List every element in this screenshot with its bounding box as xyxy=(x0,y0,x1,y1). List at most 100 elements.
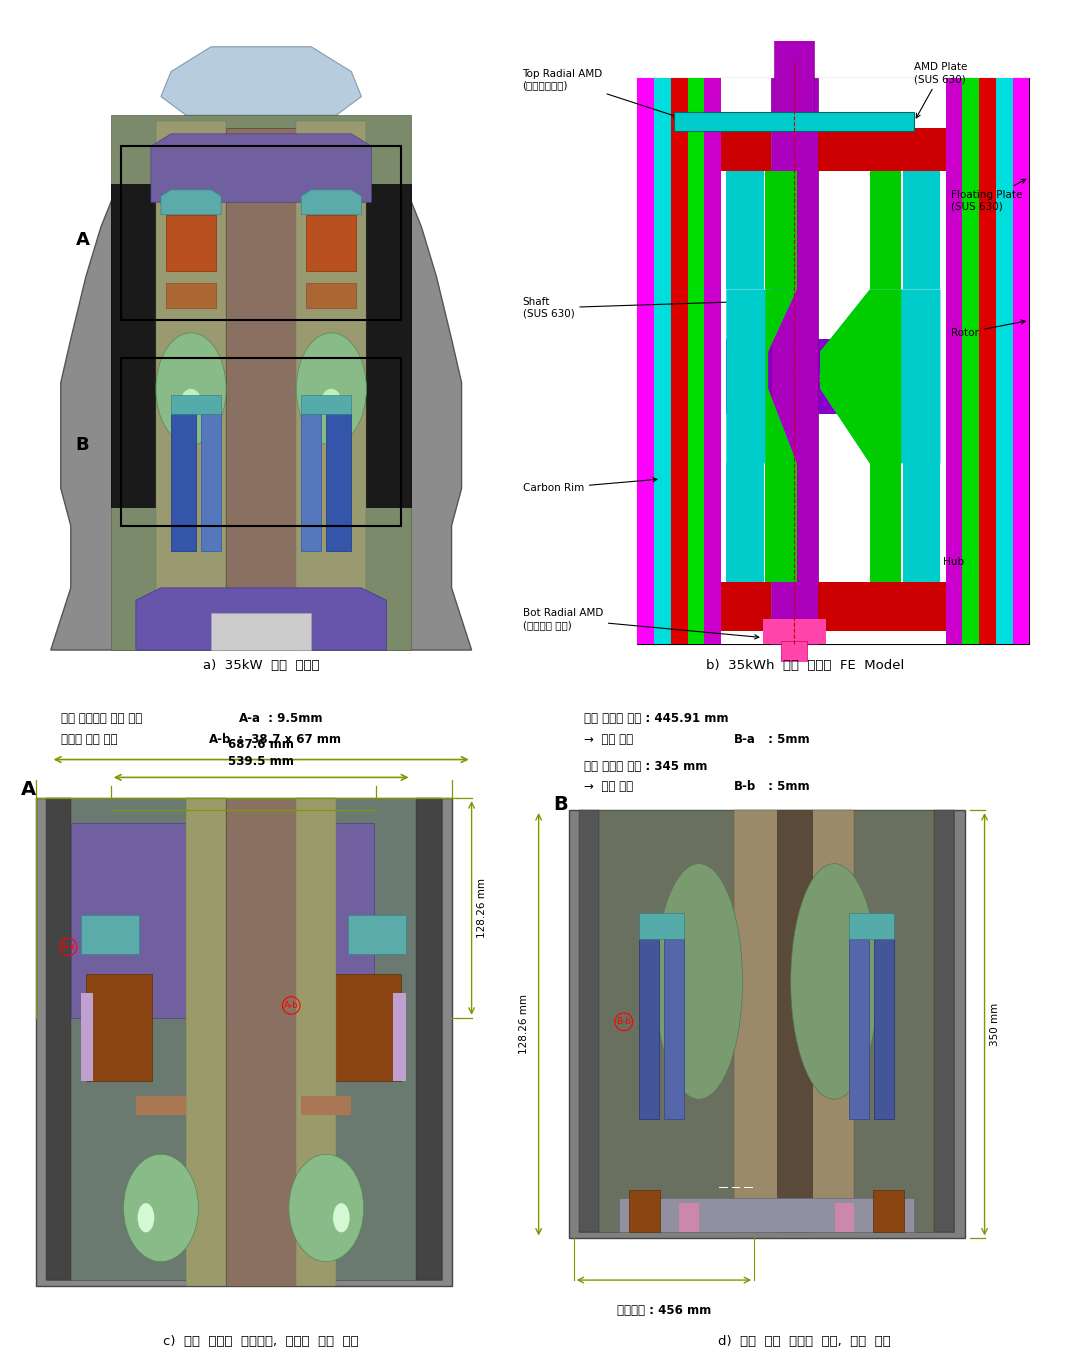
Bar xyxy=(870,464,901,581)
Text: 539.5 mm: 539.5 mm xyxy=(228,756,294,768)
Text: : 9.5mm: : 9.5mm xyxy=(263,713,322,725)
Bar xyxy=(171,395,221,414)
Bar xyxy=(302,1095,352,1115)
Bar xyxy=(721,78,946,644)
Bar xyxy=(618,1198,915,1233)
Ellipse shape xyxy=(138,1203,155,1233)
Text: A-b: A-b xyxy=(284,1000,298,1010)
Ellipse shape xyxy=(296,333,367,445)
Text: B: B xyxy=(76,435,90,454)
Text: Carbon Rim: Carbon Rim xyxy=(522,477,657,493)
Text: B: B xyxy=(553,795,568,814)
Bar xyxy=(726,172,764,289)
Bar xyxy=(579,810,954,1233)
Text: AMD Plate
(SUS 630): AMD Plate (SUS 630) xyxy=(915,62,968,118)
Text: 128.26 mm: 128.26 mm xyxy=(519,994,529,1055)
Bar xyxy=(903,172,940,289)
Bar xyxy=(935,810,954,1233)
Text: A: A xyxy=(76,231,90,249)
Bar xyxy=(726,339,940,414)
Bar xyxy=(765,172,796,289)
Bar xyxy=(771,78,818,644)
Bar xyxy=(637,78,1029,644)
Bar xyxy=(734,810,854,1233)
Bar xyxy=(226,127,296,650)
Bar xyxy=(85,973,152,1082)
Bar xyxy=(326,414,352,550)
Bar xyxy=(639,913,684,938)
Bar xyxy=(46,798,70,1280)
Bar xyxy=(774,34,814,115)
Text: B-a: B-a xyxy=(646,923,661,932)
Text: 모터 고정자 외경 : 445.91 mm: 모터 고정자 외경 : 445.91 mm xyxy=(584,713,728,725)
Ellipse shape xyxy=(321,389,341,414)
Text: 128.26 mm: 128.26 mm xyxy=(477,877,486,938)
Bar xyxy=(996,78,1013,644)
Bar xyxy=(874,938,894,1118)
Text: A: A xyxy=(20,780,36,799)
Bar xyxy=(629,1190,661,1233)
Ellipse shape xyxy=(156,333,226,445)
Bar xyxy=(111,184,156,507)
Ellipse shape xyxy=(656,864,743,1099)
Bar xyxy=(156,122,226,650)
Text: 밸런싱 작업 공간: 밸런싱 작업 공간 xyxy=(61,733,122,746)
Ellipse shape xyxy=(333,1203,350,1233)
Bar xyxy=(873,1190,904,1233)
Text: d)  하부  모터  고정자  위치,  허브  내경: d) 하부 모터 고정자 위치, 허브 내경 xyxy=(718,1336,891,1348)
Bar xyxy=(201,414,221,550)
Bar xyxy=(296,798,337,1286)
Bar xyxy=(226,798,296,1286)
Bar xyxy=(818,127,946,172)
Ellipse shape xyxy=(124,1155,198,1261)
Bar xyxy=(302,395,352,414)
Text: B-a: B-a xyxy=(734,733,756,746)
Text: →  여유 공간: → 여유 공간 xyxy=(584,733,636,746)
Text: Dome Hub: Dome Hub xyxy=(909,544,965,566)
Bar xyxy=(721,581,771,631)
Bar xyxy=(637,78,655,644)
Bar xyxy=(664,938,684,1118)
Text: A-a: A-a xyxy=(61,942,76,952)
Text: Y: Y xyxy=(789,342,794,350)
Bar xyxy=(778,34,810,47)
Bar xyxy=(46,798,441,1280)
Bar xyxy=(569,810,965,1238)
Bar xyxy=(870,172,901,289)
Polygon shape xyxy=(726,289,796,464)
Bar xyxy=(835,1202,854,1233)
Bar xyxy=(579,810,599,1233)
Ellipse shape xyxy=(791,864,877,1099)
Text: Top Radial AMD
(규소강판직층): Top Radial AMD (규소강판직층) xyxy=(522,69,678,118)
Polygon shape xyxy=(161,47,361,115)
Bar xyxy=(979,78,996,644)
Bar xyxy=(393,994,406,1082)
Text: 687.6 mm: 687.6 mm xyxy=(228,738,294,750)
Bar xyxy=(639,938,659,1118)
Bar xyxy=(705,78,721,644)
Bar xyxy=(166,283,216,308)
Ellipse shape xyxy=(289,1155,364,1261)
Polygon shape xyxy=(821,289,901,464)
Bar xyxy=(136,1095,185,1115)
Bar xyxy=(765,464,796,581)
Text: a)  35kW  로터  시스템: a) 35kW 로터 시스템 xyxy=(203,660,320,672)
Text: : 5mm: : 5mm xyxy=(764,780,810,794)
Bar xyxy=(335,973,402,1082)
Bar xyxy=(903,464,940,581)
Bar xyxy=(674,112,915,131)
Bar xyxy=(166,215,216,270)
Bar xyxy=(726,464,764,581)
Bar xyxy=(81,915,139,955)
Text: →  여유 공간: → 여유 공간 xyxy=(584,780,636,794)
Bar xyxy=(306,283,356,308)
Text: 상부 프레임과 여유 공간: 상부 프레임과 여유 공간 xyxy=(61,713,146,725)
Text: Bot Radial AMD
(규소강판 적층): Bot Radial AMD (규소강판 적층) xyxy=(522,608,759,639)
Bar xyxy=(671,78,688,644)
Bar xyxy=(81,994,94,1082)
Bar xyxy=(688,78,705,644)
Bar xyxy=(818,581,946,631)
Text: X: X xyxy=(818,375,823,384)
Bar xyxy=(367,184,411,507)
Text: : 5mm: : 5mm xyxy=(764,733,810,746)
